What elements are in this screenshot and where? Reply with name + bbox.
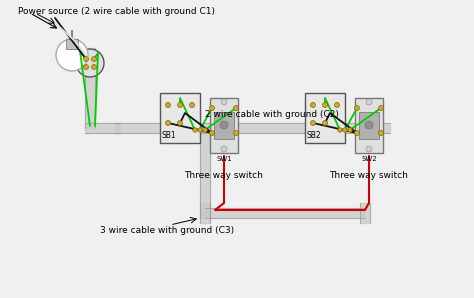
FancyBboxPatch shape bbox=[66, 39, 78, 49]
Text: SB2: SB2 bbox=[307, 131, 322, 140]
Circle shape bbox=[234, 131, 238, 136]
Circle shape bbox=[76, 49, 104, 77]
Circle shape bbox=[91, 57, 97, 61]
Text: SW2: SW2 bbox=[361, 156, 377, 162]
Circle shape bbox=[91, 64, 97, 69]
Circle shape bbox=[210, 131, 215, 136]
FancyBboxPatch shape bbox=[359, 112, 379, 139]
Circle shape bbox=[190, 103, 194, 108]
Circle shape bbox=[366, 99, 372, 105]
Circle shape bbox=[338, 128, 342, 132]
Circle shape bbox=[335, 103, 339, 108]
Circle shape bbox=[365, 121, 373, 129]
Circle shape bbox=[177, 103, 182, 108]
Circle shape bbox=[355, 131, 359, 136]
Text: Three way switch: Three way switch bbox=[329, 171, 409, 180]
Circle shape bbox=[203, 128, 207, 132]
Circle shape bbox=[165, 103, 171, 108]
Circle shape bbox=[221, 146, 227, 152]
Circle shape bbox=[366, 146, 372, 152]
Circle shape bbox=[348, 128, 352, 132]
Circle shape bbox=[310, 120, 316, 125]
Text: 2 wire cable with ground (C2): 2 wire cable with ground (C2) bbox=[205, 110, 339, 119]
Circle shape bbox=[198, 128, 202, 132]
Circle shape bbox=[221, 99, 227, 105]
Circle shape bbox=[83, 57, 89, 61]
Circle shape bbox=[355, 105, 359, 111]
Circle shape bbox=[379, 131, 383, 136]
Text: 3 wire cable with ground (C3): 3 wire cable with ground (C3) bbox=[100, 226, 234, 235]
Circle shape bbox=[379, 105, 383, 111]
FancyBboxPatch shape bbox=[160, 93, 200, 143]
Circle shape bbox=[234, 105, 238, 111]
Circle shape bbox=[83, 64, 89, 69]
Circle shape bbox=[56, 39, 88, 71]
FancyBboxPatch shape bbox=[305, 93, 345, 143]
Text: SW1: SW1 bbox=[216, 156, 232, 162]
Circle shape bbox=[210, 105, 215, 111]
Circle shape bbox=[322, 120, 328, 125]
FancyBboxPatch shape bbox=[355, 98, 383, 153]
Circle shape bbox=[310, 103, 316, 108]
Circle shape bbox=[343, 128, 347, 132]
Circle shape bbox=[322, 103, 328, 108]
Circle shape bbox=[220, 121, 228, 129]
FancyBboxPatch shape bbox=[214, 112, 234, 139]
Circle shape bbox=[193, 128, 197, 132]
Circle shape bbox=[177, 120, 182, 125]
FancyBboxPatch shape bbox=[210, 98, 238, 153]
Circle shape bbox=[165, 120, 171, 125]
Text: Power source (2 wire cable with ground C1): Power source (2 wire cable with ground C… bbox=[18, 7, 215, 16]
Text: Three way switch: Three way switch bbox=[184, 171, 264, 180]
Text: SB1: SB1 bbox=[162, 131, 177, 140]
